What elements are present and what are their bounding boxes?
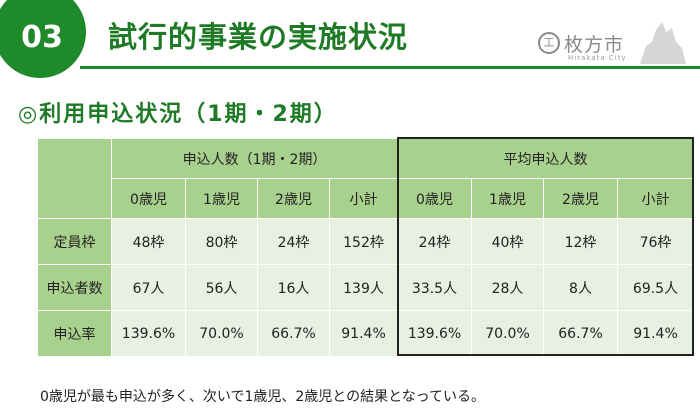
table-group-header-row: 申込人数（1期・2期） 平均申込人数 <box>37 138 695 219</box>
summary-note: 0歳児が最も申込が多く、次いで1歳児、2歳児との結果となっている。 <box>40 389 486 405</box>
slide-header: 03 試行的事業の実施状況 工 枚方市 Hirakata City <box>0 0 700 80</box>
row-header: 定員枠 <box>37 218 112 265</box>
table-cell: 70.0% <box>471 310 545 357</box>
application-status-table: 申込人数（1期・2期） 平均申込人数 0歳児 1歳児 2歳児 小計 0歳児 1歳… <box>37 138 695 357</box>
column-header: 1歳児 <box>185 178 258 219</box>
column-header: 2歳児 <box>543 178 619 219</box>
page-title: 試行的事業の実施状況 <box>108 20 409 54</box>
table-row-capacity: 定員枠 48枠 80枠 24枠 152枠 24枠 40枠 12枠 76枠 <box>37 218 695 265</box>
column-header: 小計 <box>328 178 399 219</box>
table-cell: 91.4% <box>328 310 399 357</box>
title-underline <box>80 66 700 69</box>
section-number: 03 <box>21 19 63 55</box>
column-header: 0歳児 <box>397 178 473 219</box>
city-emblem-icon: 工 <box>538 32 560 54</box>
table-cell: 139.6% <box>397 310 473 357</box>
table-row-applicants: 申込者数 67人 56人 16人 139人 33.5人 28人 8人 69.5人 <box>37 264 695 311</box>
row-header: 申込率 <box>37 310 112 357</box>
table-cell: 56人 <box>185 264 258 311</box>
table-cell: 66.7% <box>543 310 619 357</box>
city-logo-subtext: Hirakata City <box>568 54 627 62</box>
column-header: 0歳児 <box>111 178 186 219</box>
table-cell: 76枠 <box>617 218 695 265</box>
column-header: 1歳児 <box>471 178 545 219</box>
table-cell: 70.0% <box>185 310 258 357</box>
city-logo: 工 枚方市 Hirakata City <box>528 22 688 66</box>
table-cell: 66.7% <box>257 310 330 357</box>
table-row-application-rate: 申込率 139.6% 70.0% 66.7% 91.4% 139.6% 70.0… <box>37 310 695 357</box>
group-header-average: 平均申込人数 <box>397 138 695 179</box>
row-header: 申込者数 <box>37 264 112 311</box>
group-header-applicants: 申込人数（1期・2期） <box>110 138 399 179</box>
table-cell: 40枠 <box>471 218 545 265</box>
table-cell: 28人 <box>471 264 545 311</box>
table-cell: 139人 <box>328 264 399 311</box>
table-cell: 8人 <box>543 264 619 311</box>
table-sub-header-row: 0歳児 1歳児 2歳児 小計 0歳児 1歳児 2歳児 小計 <box>38 178 695 219</box>
table-cell: 24枠 <box>257 218 330 265</box>
table-cell: 80枠 <box>185 218 258 265</box>
table-cell: 139.6% <box>111 310 186 357</box>
column-header: 小計 <box>617 178 695 219</box>
table-cell: 48枠 <box>111 218 186 265</box>
table-cell: 16人 <box>257 264 330 311</box>
city-logo-text: 枚方市 <box>564 34 625 56</box>
table-cell: 33.5人 <box>397 264 473 311</box>
table-cell: 69.5人 <box>617 264 695 311</box>
table-cell: 67人 <box>111 264 186 311</box>
table-cell: 91.4% <box>617 310 695 357</box>
section-title: ◎利用申込状況（1期・2期） <box>18 102 338 127</box>
mountain-shape-icon <box>640 22 686 64</box>
table-corner-cell <box>37 138 112 219</box>
section-number-badge: 03 <box>0 0 86 78</box>
table-cell: 152枠 <box>328 218 399 265</box>
table-cell: 12枠 <box>543 218 619 265</box>
table-cell: 24枠 <box>397 218 473 265</box>
column-header: 2歳児 <box>257 178 330 219</box>
